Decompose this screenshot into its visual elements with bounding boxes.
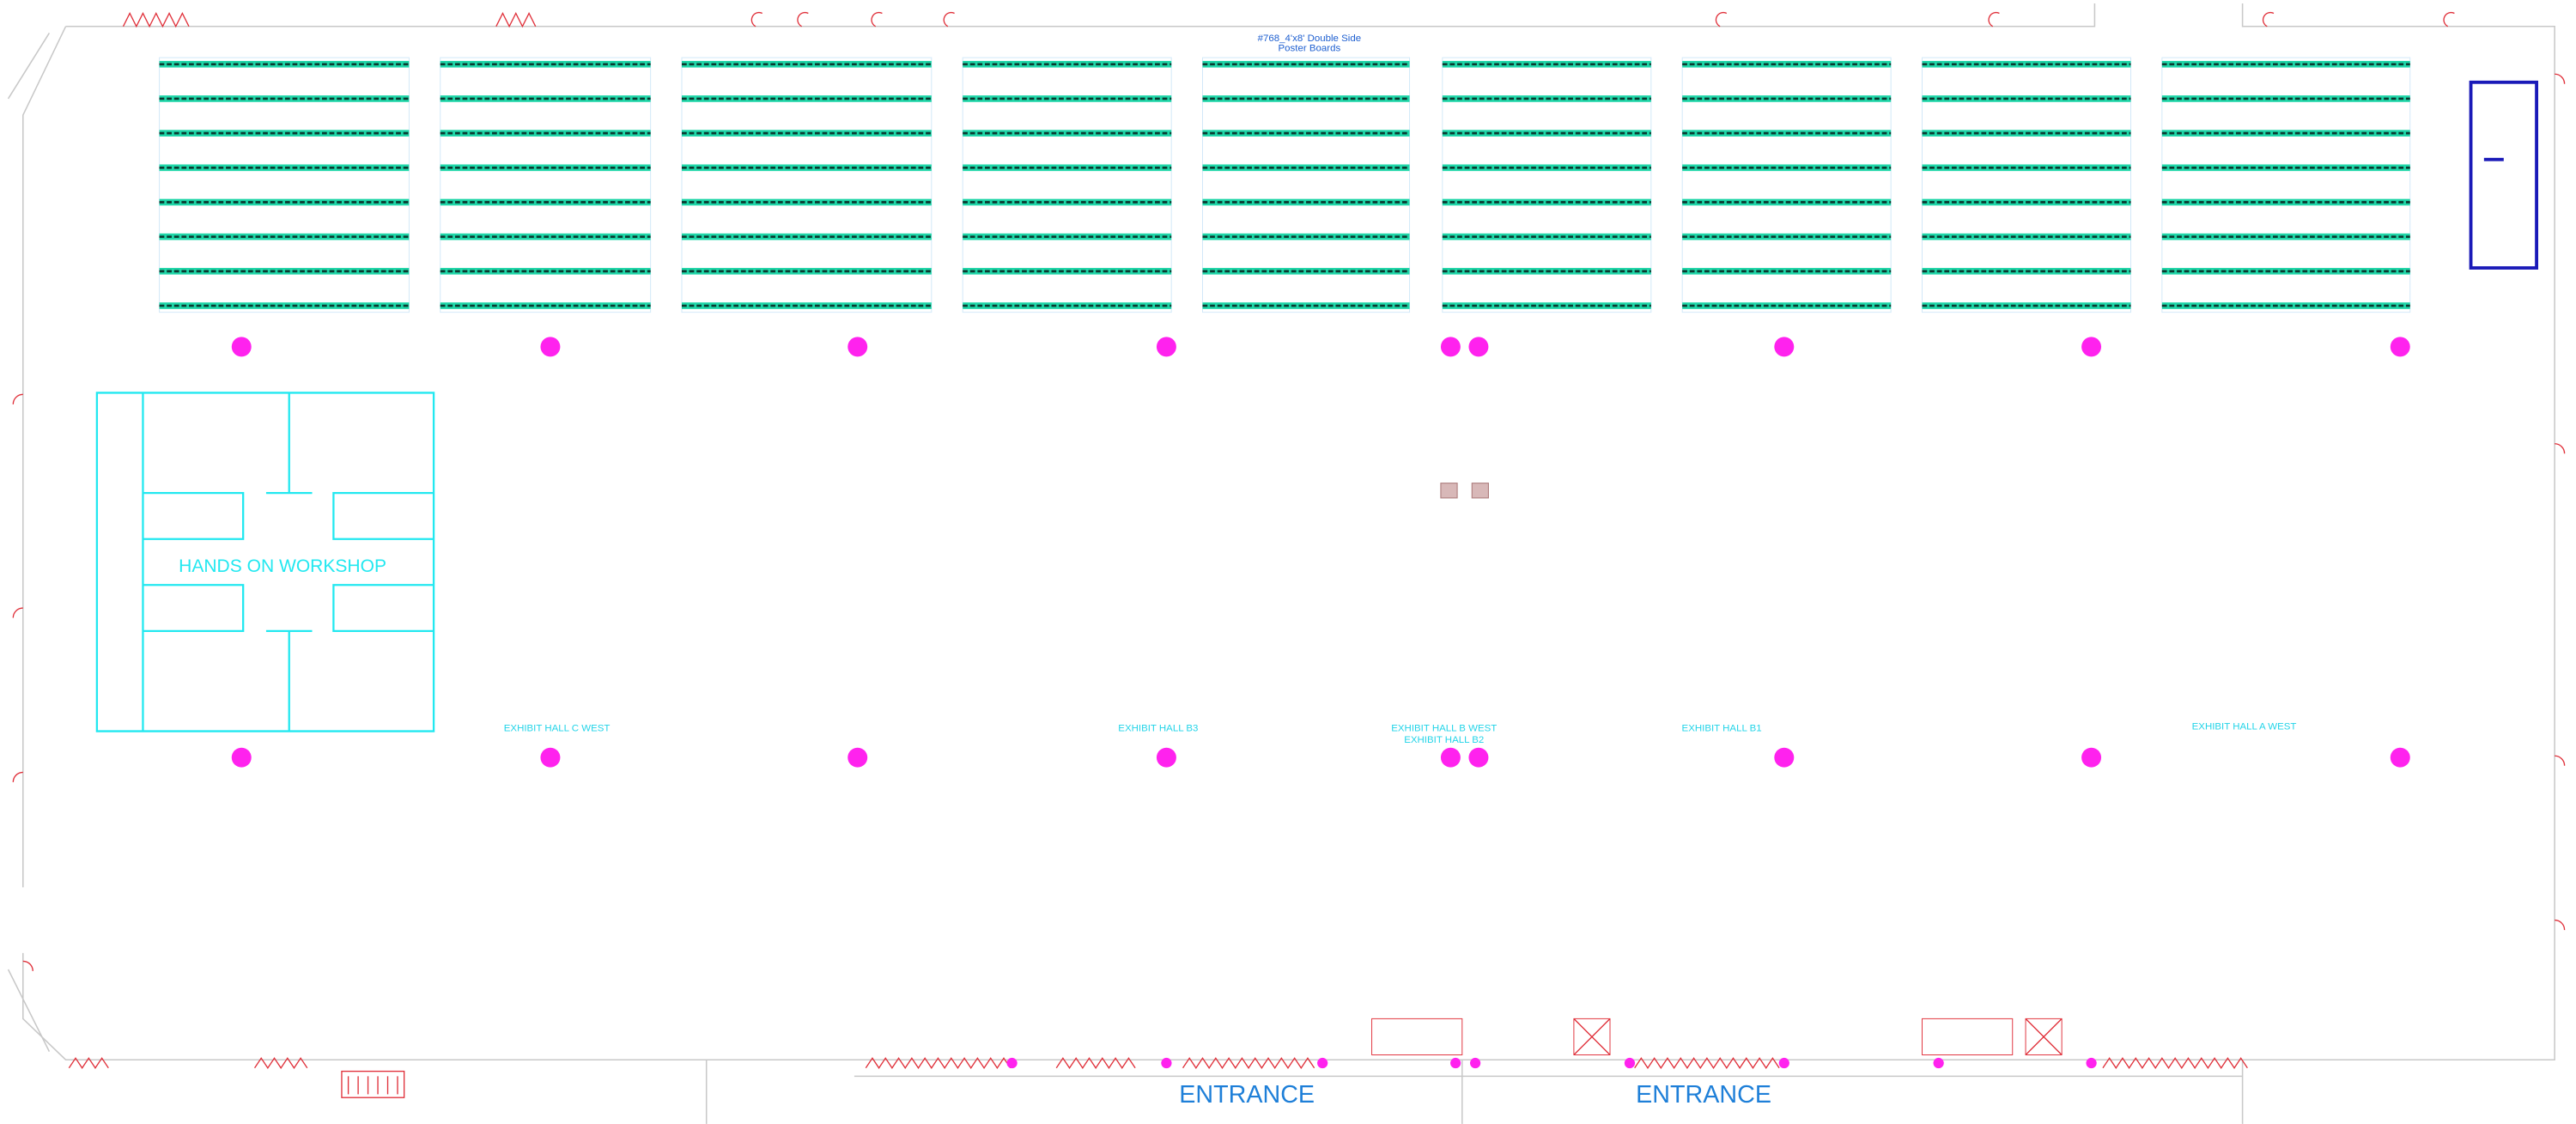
board-row: [2161, 95, 2410, 102]
column: [2081, 337, 2102, 357]
column: [1774, 747, 1795, 768]
column: [1161, 1057, 1172, 1069]
board-row: [2161, 164, 2410, 172]
board-row: [682, 130, 932, 137]
board-row: [682, 233, 932, 240]
hall-label: EXHIBIT HALL C WEST: [504, 724, 611, 734]
column: [1440, 337, 1461, 357]
column: [1774, 337, 1795, 357]
workshop-label: HANDS ON WORKSHOP: [179, 556, 386, 576]
board-row: [159, 164, 410, 172]
hall-label: EXHIBIT HALL B2: [1404, 735, 1484, 745]
column: [1468, 337, 1489, 357]
column: [1469, 1057, 1481, 1069]
poster-note: #768_4'x8' Double Side: [1258, 33, 1361, 44]
board-block-outline: [1681, 57, 1892, 313]
board-block-outline: [440, 57, 652, 313]
column: [1450, 1057, 1461, 1069]
workshop: HANDS ON WORKSHOP: [95, 392, 435, 732]
column: [1440, 747, 1461, 768]
column: [1468, 747, 1489, 768]
columns: [231, 337, 2410, 1069]
hall-label: EXHIBIT HALL B WEST: [1391, 724, 1497, 734]
doors: [12, 11, 2566, 1098]
fixture: [1440, 483, 1458, 499]
stage-mark: [2483, 157, 2504, 161]
board-row: [2161, 130, 2410, 137]
board-row: [682, 164, 932, 172]
column: [540, 337, 561, 357]
board-row: [2161, 233, 2410, 240]
hall-label: EXHIBIT HALL B3: [1118, 724, 1198, 734]
board-row: [682, 268, 932, 275]
board-block-outline: [1922, 57, 2131, 313]
column: [1933, 1057, 1944, 1069]
column: [848, 747, 868, 768]
column: [1156, 337, 1176, 357]
board-row: [2161, 198, 2410, 206]
board-row: [682, 198, 932, 206]
column: [2390, 337, 2410, 357]
board-row: [2161, 268, 2410, 275]
poster-boards: [159, 57, 2411, 313]
column: [1624, 1057, 1636, 1069]
board-row: [159, 60, 410, 68]
hall-label: EXHIBIT HALL B1: [1682, 724, 1762, 734]
board-block-outline: [2161, 57, 2411, 313]
board-row: [2161, 302, 2410, 309]
stage-box: [2469, 80, 2538, 270]
column: [231, 747, 252, 768]
board-row: [159, 268, 410, 275]
column: [2086, 1057, 2097, 1069]
column: [1778, 1057, 1789, 1069]
board-row: [159, 233, 410, 240]
board-row: [682, 60, 932, 68]
column: [1317, 1057, 1328, 1069]
fixture: [1471, 483, 1489, 499]
board-block-outline: [962, 57, 1172, 313]
entrance-label: ENTRANCE: [1179, 1081, 1315, 1109]
walls: [7, 3, 2555, 1124]
board-block-outline: [1442, 57, 1652, 313]
board-row: [159, 130, 410, 137]
board-block-outline: [681, 57, 933, 313]
column: [848, 337, 868, 357]
board-row: [159, 302, 410, 309]
column: [231, 337, 252, 357]
board-block-outline: [1202, 57, 1411, 313]
column: [540, 747, 561, 768]
hall-label: EXHIBIT HALL A WEST: [2192, 722, 2297, 732]
board-row: [159, 95, 410, 102]
board-block-outline: [159, 57, 410, 313]
column: [1156, 747, 1176, 768]
board-row: [159, 198, 410, 206]
column: [1006, 1057, 1018, 1069]
board-row: [682, 302, 932, 309]
board-row: [682, 95, 932, 102]
poster-note: Poster Boards: [1279, 43, 1341, 53]
entrance-label: ENTRANCE: [1636, 1081, 1771, 1109]
board-row: [2161, 60, 2410, 68]
column: [2081, 747, 2102, 768]
column: [2390, 747, 2410, 768]
